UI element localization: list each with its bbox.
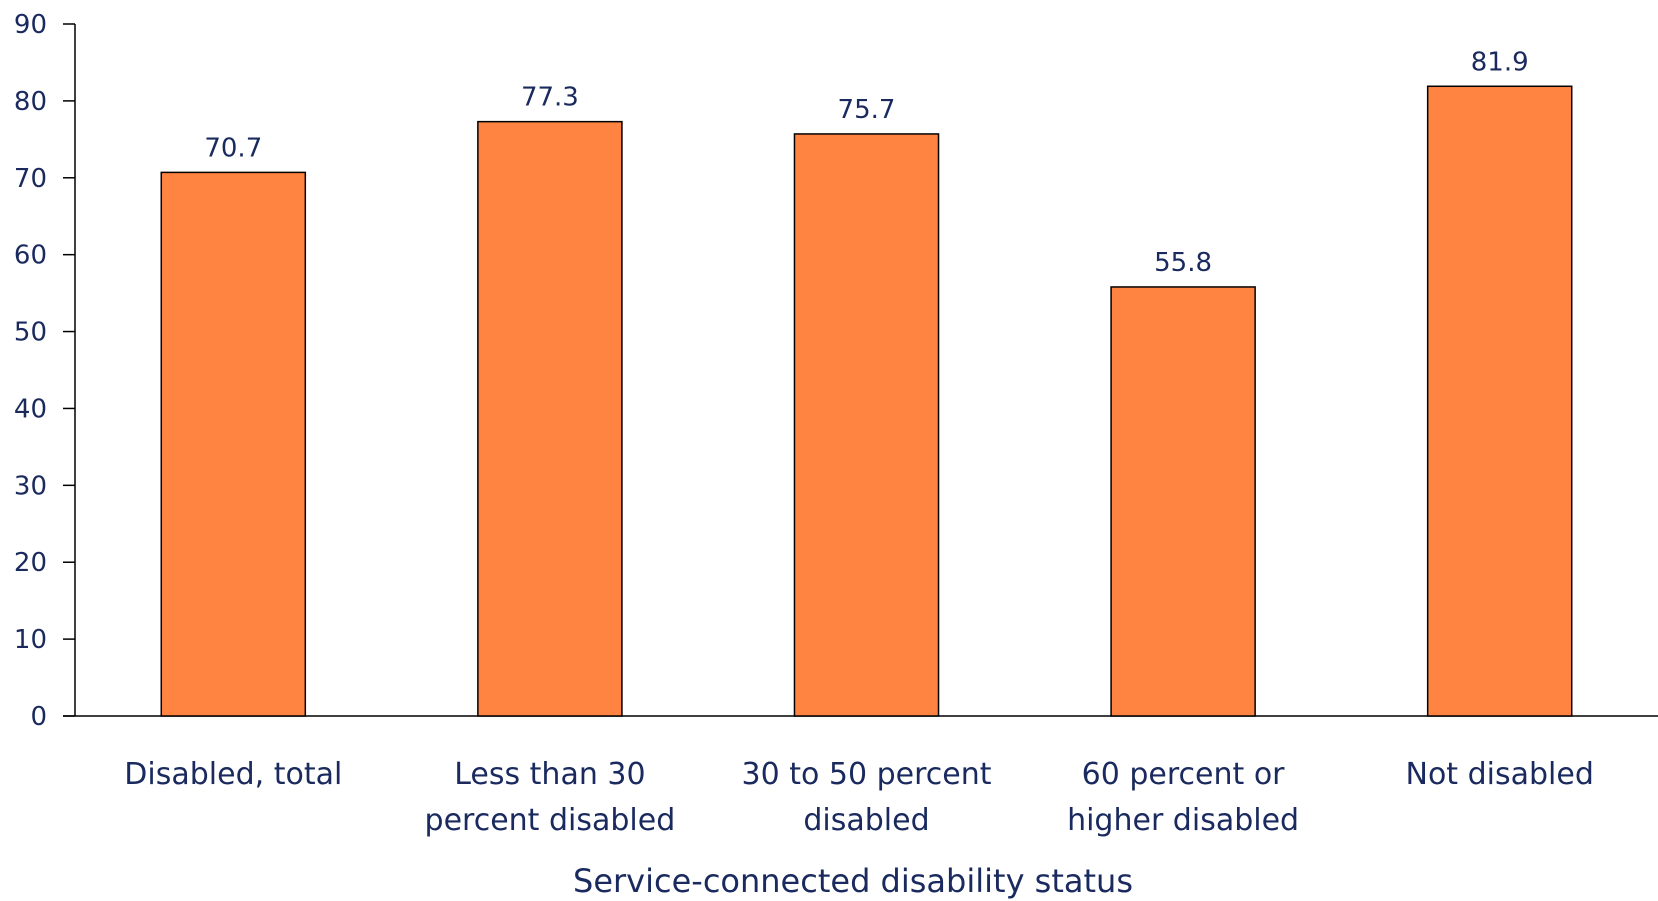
bar-value-label: 70.7	[204, 133, 262, 163]
y-tick-label: 40	[14, 394, 47, 424]
bar	[160, 171, 307, 717]
x-category-label: disabled	[803, 803, 929, 838]
y-tick-label: 0	[30, 702, 47, 732]
bar-value-label: 77.3	[521, 83, 579, 113]
x-axis-title: Service-connected disability status	[573, 862, 1133, 900]
y-tick-label: 80	[14, 87, 47, 117]
y-tick-label: 20	[14, 548, 47, 578]
axes: 0 10 20 30 40 50 60 70 80 90	[14, 10, 1658, 732]
bar-value-label: 55.8	[1154, 248, 1212, 278]
x-category-label: Not disabled	[1406, 757, 1594, 792]
labels: 70.7 Disabled, total 77.3 Less than 30 perce…	[124, 47, 1594, 838]
x-category-label: percent disabled	[425, 803, 676, 838]
y-tick-label: 30	[14, 471, 47, 501]
bar	[1110, 286, 1256, 717]
x-category-label: Less than 30	[454, 757, 645, 792]
bar	[1426, 85, 1573, 717]
bar-value-label: 75.7	[838, 95, 896, 125]
y-tick-label: 90	[14, 10, 47, 40]
bar-value-label: 81.9	[1471, 47, 1529, 77]
y-tick-label: 10	[14, 625, 47, 655]
x-category-label: higher disabled	[1067, 803, 1299, 838]
y-tick-label: 60	[14, 241, 47, 271]
x-category-label: 30 to 50 percent	[742, 757, 992, 792]
x-category-label: 60 percent or	[1082, 757, 1286, 792]
x-category-label: Disabled, total	[124, 757, 342, 792]
bar	[793, 133, 940, 717]
bar	[477, 120, 623, 717]
bars	[160, 85, 1573, 717]
y-tick-label: 50	[14, 318, 47, 348]
y-tick-label: 70	[14, 164, 47, 194]
